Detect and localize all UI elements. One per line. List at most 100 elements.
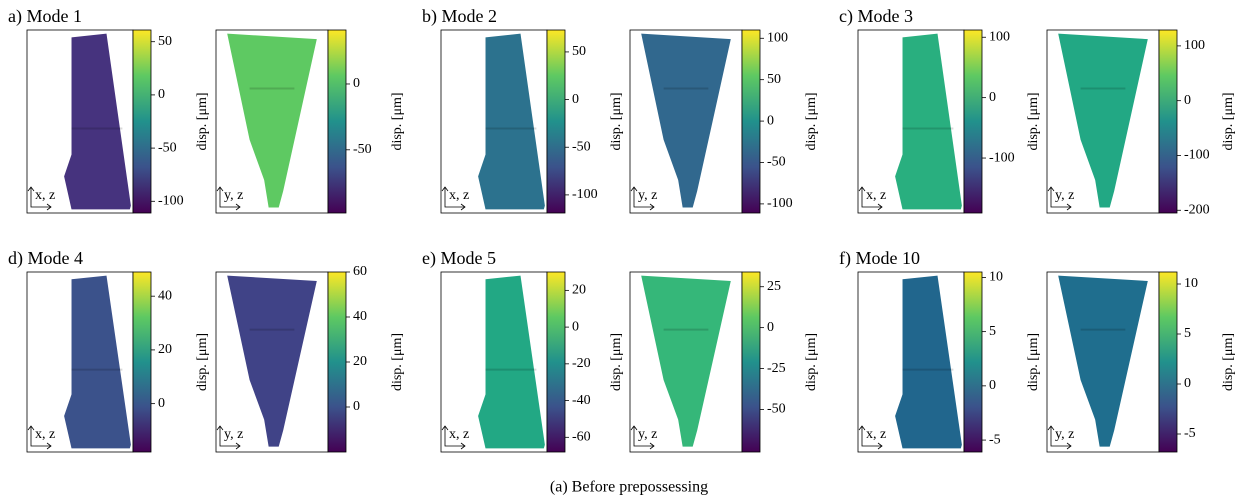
colorbar-label: disp. [μm] xyxy=(390,92,405,150)
colorbar-tick-label: 0 xyxy=(1184,93,1191,108)
colorbar xyxy=(327,271,347,453)
axis-indicator xyxy=(858,425,883,450)
panel-title: f) Mode 10 xyxy=(839,248,920,269)
colorbar xyxy=(546,271,566,453)
axis-label: x, z xyxy=(449,188,469,203)
colorbar-tick-label: 0 xyxy=(158,87,165,102)
axis-label: y, z xyxy=(638,427,657,442)
colorbar-tick-label: 0 xyxy=(158,396,165,411)
colorbar-tick-label: 40 xyxy=(158,288,172,303)
colorbar xyxy=(132,29,152,214)
colorbar-tick-label: 100 xyxy=(767,30,788,45)
panel-title: e) Mode 5 xyxy=(422,248,496,269)
colorbar-tick-label: 5 xyxy=(989,324,996,339)
colorbar-tick-label: 0 xyxy=(767,113,774,128)
panel-title: c) Mode 3 xyxy=(839,6,913,27)
mode-shape xyxy=(1058,33,1148,208)
axis-label: x, z xyxy=(866,188,886,203)
axis-indicator xyxy=(216,425,241,450)
colorbar-label: disp. [μm] xyxy=(1221,333,1236,391)
panel-title: b) Mode 2 xyxy=(422,6,497,27)
colorbar-tick-label: 10 xyxy=(1184,276,1198,291)
colorbar-tick-label: 0 xyxy=(989,378,996,393)
colorbar-tick-label: -25 xyxy=(767,361,786,376)
colorbar-tick-label: 60 xyxy=(353,264,367,279)
colorbar xyxy=(1158,29,1178,214)
axis-label: x, z xyxy=(866,427,886,442)
axis-label: x, z xyxy=(449,427,469,442)
colorbar-tick-label: -40 xyxy=(572,393,591,408)
mode-shape xyxy=(478,33,545,210)
mode-shape xyxy=(227,33,317,208)
mode-shape xyxy=(64,33,131,210)
colorbar-tick-label: -5 xyxy=(989,432,1001,447)
mode-shape xyxy=(641,33,731,208)
colorbar-tick-label: -200 xyxy=(1184,202,1210,217)
colorbar-tick-label: 50 xyxy=(158,34,172,49)
axis-label: y, z xyxy=(638,188,657,203)
panel-title: d) Mode 4 xyxy=(8,248,83,269)
colorbar-tick-label: 20 xyxy=(572,283,586,298)
colorbar-tick-label: -50 xyxy=(767,155,786,170)
colorbar-tick-label: -50 xyxy=(767,402,786,417)
mode-shape xyxy=(1058,275,1148,447)
colorbar-tick-label: 20 xyxy=(353,354,367,369)
colorbar-label: disp. [μm] xyxy=(1221,92,1236,150)
colorbar-tick-label: -50 xyxy=(353,142,372,157)
colorbar-tick-label: 50 xyxy=(767,72,781,87)
colorbar-label: disp. [μm] xyxy=(390,333,405,391)
colorbar-tick-label: -20 xyxy=(572,356,591,371)
colorbar-tick-label: 10 xyxy=(989,270,1003,285)
colorbar xyxy=(132,271,152,453)
colorbar-tick-label: 0 xyxy=(989,90,996,105)
axis-label: y, z xyxy=(224,427,243,442)
colorbar-tick-label: -50 xyxy=(572,139,591,154)
colorbar-tick-label: 100 xyxy=(1184,38,1205,53)
colorbar-tick-label: 0 xyxy=(767,320,774,335)
mode-shape xyxy=(227,275,317,447)
colorbar-tick-label: 5 xyxy=(1184,326,1191,341)
colorbar-tick-label: 100 xyxy=(989,29,1010,44)
colorbar-label: disp. [μm] xyxy=(195,333,210,391)
colorbar-tick-label: 0 xyxy=(572,92,579,107)
mode-shape xyxy=(478,275,545,449)
axis-indicator xyxy=(630,186,655,211)
colorbar-label: disp. [μm] xyxy=(804,92,819,150)
colorbar xyxy=(741,271,761,453)
axis-label: y, z xyxy=(1055,188,1074,203)
colorbar xyxy=(327,29,347,214)
colorbar-tick-label: 40 xyxy=(353,309,367,324)
colorbar-tick-label: -100 xyxy=(767,196,793,211)
axis-indicator xyxy=(858,186,883,211)
colorbar-tick-label: 20 xyxy=(158,342,172,357)
colorbar-label: disp. [μm] xyxy=(1026,92,1041,150)
colorbar xyxy=(1158,271,1178,453)
axis-indicator xyxy=(441,186,466,211)
colorbar-label: disp. [μm] xyxy=(195,92,210,150)
colorbar xyxy=(546,29,566,214)
axis-indicator xyxy=(1047,425,1072,450)
mode-shape xyxy=(64,275,131,449)
colorbar-tick-label: -100 xyxy=(158,194,184,209)
axis-label: y, z xyxy=(224,188,243,203)
colorbar-label: disp. [μm] xyxy=(804,333,819,391)
axis-indicator xyxy=(1047,186,1072,211)
axis-indicator xyxy=(441,425,466,450)
axis-label: x, z xyxy=(35,188,55,203)
colorbar xyxy=(741,29,761,214)
colorbar-tick-label: 50 xyxy=(572,44,586,59)
colorbar-tick-label: 0 xyxy=(353,399,360,414)
colorbar-tick-label: -100 xyxy=(1184,148,1210,163)
colorbar-label: disp. [μm] xyxy=(609,92,624,150)
colorbar-tick-label: 0 xyxy=(572,319,579,334)
colorbar-tick-label: -60 xyxy=(572,430,591,445)
colorbar-tick-label: 25 xyxy=(767,279,781,294)
caption: (a) Before prepossessing xyxy=(550,479,708,496)
colorbar-label: disp. [μm] xyxy=(609,333,624,391)
colorbar-tick-label: 0 xyxy=(353,76,360,91)
colorbar xyxy=(963,271,983,453)
mode-shape xyxy=(641,275,731,447)
colorbar-tick-label: -5 xyxy=(1184,426,1196,441)
axis-indicator xyxy=(216,186,241,211)
